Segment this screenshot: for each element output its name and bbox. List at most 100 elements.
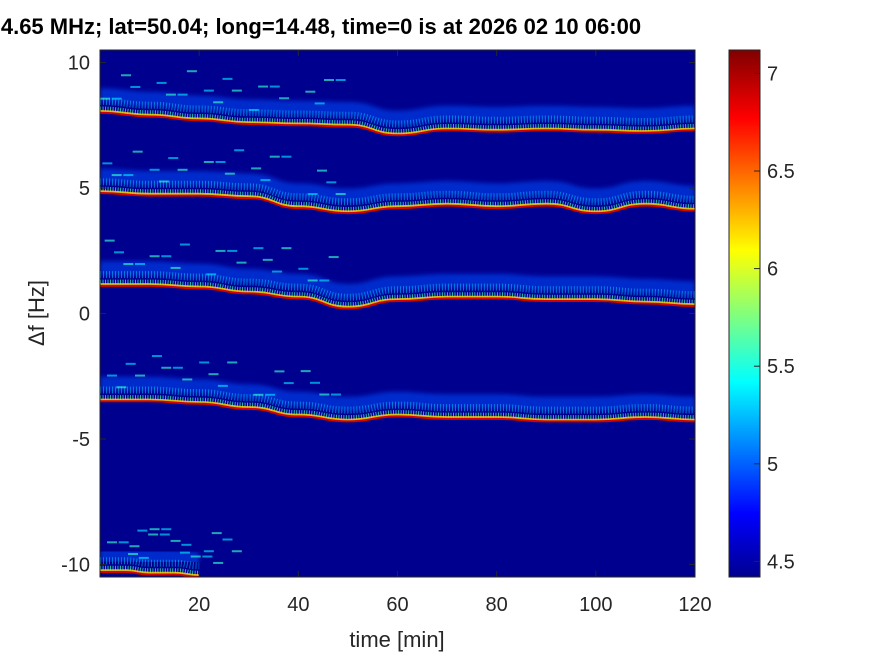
trace-speckle [234,149,245,152]
trace-speckle [111,174,122,177]
x-axis-ticks: 20 40 60 80 100 120 [188,50,712,616]
trace-speckle [319,279,330,282]
trace-speckle [203,160,214,163]
trace-speckle [253,247,264,250]
trace-glow [100,395,695,421]
trace-speckle [326,181,337,184]
trace-core [100,284,695,310]
trace-speckle [202,555,213,558]
spectral-trace [100,239,695,310]
trace-halo-inner [100,178,695,206]
trace-speckle [222,538,233,541]
trace-band [100,283,695,309]
trace-speckle [179,243,190,246]
trace-speckle [161,366,172,369]
trace-speckle [149,168,160,171]
trace-speckle [135,374,145,377]
trace-speckle [324,78,334,81]
y-tick-label: -10 [61,554,90,576]
trace-speckle [272,270,283,273]
trace-halo-outer [100,376,695,411]
trace-glow [100,565,200,576]
trace-speckle [248,108,259,111]
trace-speckle [231,89,242,92]
trace-halo-inner [100,271,695,301]
trace-speckle [211,532,222,535]
colorbar [728,49,761,578]
trace-speckle [331,393,341,396]
trace-speckle [262,258,273,261]
trace-speckle [281,155,292,158]
trace-speckle [260,179,271,182]
trace-speckle [269,85,280,88]
trace-speckle [222,77,233,80]
trace-speckle [156,81,167,84]
spectral-trace [100,528,242,577]
trace-speckle [182,378,193,381]
trace-speckle [135,263,145,266]
trace-speckle [138,556,149,559]
trace-core [100,570,200,577]
trace-speckle [121,74,131,77]
trace-speckle [170,539,181,542]
trace-speckle [227,249,238,252]
x-tick-label: 40 [287,594,309,616]
trace-speckle [213,561,224,564]
trace-speckle [159,533,170,536]
colorbar-tick-label: 5.5 [767,356,795,378]
trace-speckle [104,239,115,242]
trace-speckle [335,78,346,81]
chart-title: =4.65 MHz; lat=50.04; long=14.48, time=0… [0,14,642,39]
trace-speckle [258,85,269,88]
y-tick-label: -5 [72,429,90,451]
trace-speckle [265,393,276,396]
x-tick-label: 60 [386,594,408,616]
trace-speckle [281,247,292,250]
trace-speckle [177,93,188,96]
trace-speckle [123,174,134,177]
trace-speckle [170,266,181,269]
trace-speckle [319,393,330,396]
trace-speckle [307,193,318,196]
trace-speckle [107,374,117,377]
y-tick-label: 5 [79,178,90,200]
trace-speckle [224,172,235,175]
trace-core [100,400,695,423]
trace-halo-inner [100,386,695,414]
trace-speckle [251,167,262,170]
y-tick-label: 0 [79,304,90,326]
trace-speckle [213,101,224,104]
trace-speckle [161,255,172,258]
trace-speckle [149,528,160,531]
trace-speckle [128,553,138,556]
spectral-traces [100,70,695,577]
trace-speckle [206,273,217,276]
trace-speckle [116,386,127,389]
trace-speckle [208,373,219,376]
trace-speckle [129,545,140,548]
trace-speckle [298,267,309,270]
plot-area [100,50,695,577]
x-axis-label: time [min] [349,627,444,652]
trace-speckle [307,279,318,282]
x-tick-label: 100 [579,594,612,616]
trace-speckle [283,382,294,385]
trace-speckle [335,193,346,196]
trace-speckle [190,555,201,558]
trace-speckle [151,355,162,358]
x-tick-label: 20 [188,594,210,616]
trace-speckle [328,256,339,259]
trace-speckle [227,361,238,364]
colorbar-tick-label: 4.5 [767,551,795,573]
trace-speckle [111,97,122,100]
spectral-trace [100,149,695,215]
colorbar-ticks: 4.5 5 5.5 6 6.5 7 [754,63,795,573]
colorbar-tick-label: 7 [767,63,778,85]
trace-glow [100,279,695,308]
trace-speckle [149,255,160,258]
x-tick-label: 120 [678,594,711,616]
trace-speckle [118,541,129,544]
trace-speckle [305,90,316,93]
trace-core [100,192,695,215]
